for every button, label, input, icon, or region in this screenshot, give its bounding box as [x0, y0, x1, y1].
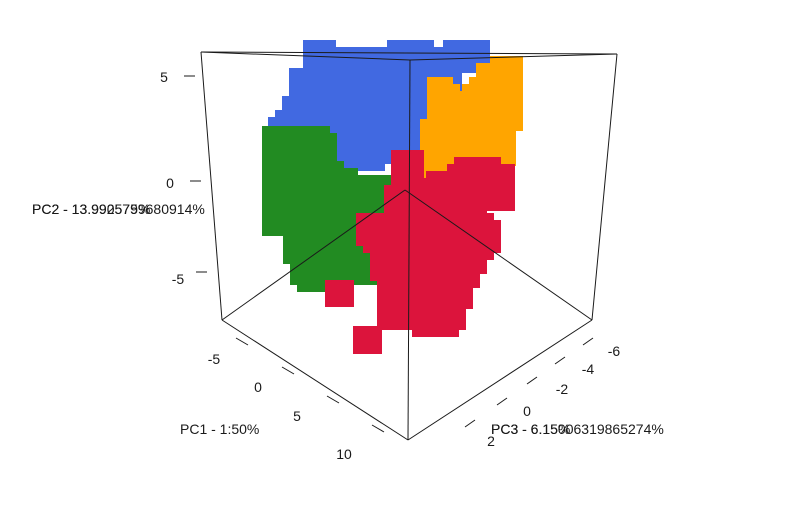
- pc2-tick-label: -5: [172, 271, 185, 287]
- pc3-tick-label: 2: [487, 433, 495, 449]
- pc1-tick-label: 10: [336, 446, 352, 462]
- box-edge: [407, 59, 411, 441]
- pc3-axis-label: PC3 - 6.15006319865274%: [491, 421, 664, 437]
- pc2-axis: 5 0 -5 PC2 - 13.9905759680914% PC2 - 13.…: [32, 69, 207, 287]
- pc1-tick-label: 5: [293, 408, 301, 424]
- pc3-tick: [554, 356, 566, 365]
- pc1-tick-label: -5: [208, 351, 221, 367]
- data-point: [504, 154, 516, 166]
- pc3-tick: [582, 337, 594, 346]
- pc1-tick: [371, 424, 385, 433]
- box-edge: [200, 51, 618, 55]
- box-edge: [407, 319, 593, 441]
- pc2-tick-label: 0: [166, 175, 174, 191]
- pc3-tick: [496, 397, 508, 406]
- data-point: [318, 160, 332, 172]
- pc3-tick-label: -4: [582, 361, 595, 377]
- pc2-axis-label: PC2 - 13.9905759680914%: [32, 201, 205, 217]
- box-edge: [404, 189, 593, 321]
- box-edge: [409, 53, 618, 61]
- box-edge: [221, 319, 409, 441]
- pc1-axis-label-part-b: 50%: [231, 421, 259, 437]
- box-edge: [221, 189, 406, 321]
- data-point: [447, 325, 459, 337]
- pc3-tick-label: 0: [523, 403, 531, 419]
- pc1-axis-label-part-a: PC1 - 1:: [180, 421, 231, 437]
- box-edge: [200, 51, 411, 61]
- data-point: [466, 182, 486, 202]
- pc1-axis: -5 0 5 10 PC1 - 1:50%: [180, 337, 385, 462]
- box-edge: [200, 51, 223, 321]
- pc1-tick: [326, 395, 340, 404]
- box-edge: [591, 53, 618, 321]
- bounding-box: [200, 51, 618, 441]
- pc2-tick-label: 5: [160, 69, 168, 85]
- pc1-tick-label: 0: [254, 379, 262, 395]
- pc3-axis-label-overlap: PC3 - 6.15%: [491, 421, 570, 437]
- data-point: [503, 199, 515, 211]
- data-point: [353, 326, 382, 354]
- pc2-axis-label-overlap: PC2 - 13.992579%: [32, 201, 150, 217]
- data-point: [325, 280, 354, 307]
- pc3-tick: [526, 376, 538, 385]
- pc3-axis: -6 -4 -2 0 2 PC3 - 6.15006319865274% PC3…: [464, 337, 664, 449]
- pc3-tick: [464, 419, 476, 428]
- pc3-tick-label: -6: [608, 343, 621, 359]
- data-point: [373, 159, 385, 171]
- pc1-axis-label: PC1 - 1:50%: [180, 421, 259, 437]
- pc1-tick: [281, 366, 295, 375]
- data-point: [464, 61, 476, 73]
- pc1-tick: [235, 337, 249, 346]
- data-point: [482, 120, 500, 134]
- data-points: [262, 40, 523, 354]
- pc3-tick-label: -2: [556, 381, 569, 397]
